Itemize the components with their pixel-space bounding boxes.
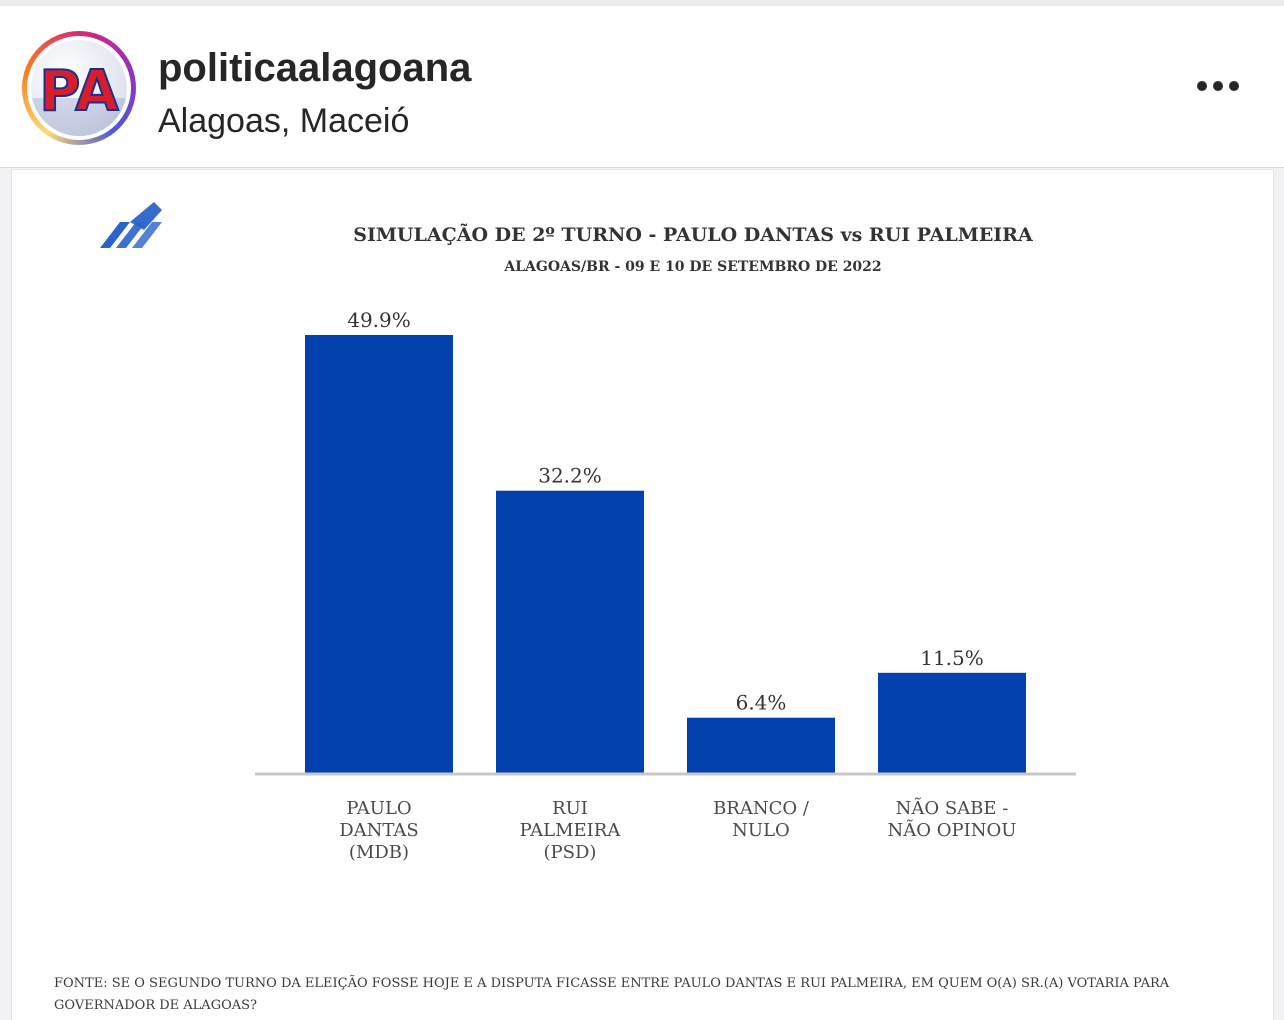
chart-title: SIMULAÇÃO DE 2º TURNO - PAULO DANTAS vs …: [353, 224, 1033, 246]
category-label-2: RUI PALMEIRA (PSD): [480, 798, 660, 864]
more-horizontal-icon: [1197, 81, 1239, 91]
location-label[interactable]: Alagoas, Maceió: [158, 102, 410, 140]
category-label-line: (PSD): [543, 842, 597, 863]
category-label-line: RUI: [552, 798, 588, 819]
avatar-monogram: PA: [39, 59, 119, 124]
top-border: [0, 0, 1284, 6]
bar-2: [496, 490, 644, 774]
category-label-line: PAULO: [346, 798, 412, 819]
bar-value-label-3: 6.4%: [736, 691, 787, 715]
bar-1: [305, 335, 453, 774]
bar-value-label-2: 32.2%: [538, 464, 602, 488]
post-image: 49.9% 32.2% 6.4% 11.5% SIMULAÇÃO DE 2º TURN…: [12, 170, 1273, 1020]
bar-chart: 49.9% 32.2% 6.4% 11.5%: [100, 202, 1076, 776]
chart-source-note: FONTE: SE O SEGUNDO TURNO DA ELEIÇÃO FOS…: [54, 976, 1170, 1013]
category-label-line: BRANCO /: [713, 798, 809, 819]
category-label-line: NÃO OPINOU: [887, 820, 1017, 841]
bar-4: [878, 672, 1026, 774]
category-label-line: NULO: [732, 820, 790, 841]
brand-logo-icon: [100, 202, 162, 248]
bar-3: [687, 717, 835, 774]
post-header: PA politicaalagoana Alagoas, Maceió: [0, 6, 1284, 168]
category-label-line: PALMEIRA: [519, 820, 621, 841]
category-label-line: DANTAS: [339, 820, 419, 841]
pa-logo-icon: PA: [31, 58, 127, 136]
avatar-logo: PA: [31, 40, 127, 136]
category-label-1: PAULO DANTAS (MDB): [289, 798, 469, 864]
chart-subtitle: ALAGOAS/BR - 09 E 10 DE SETEMBRO DE 2022: [504, 259, 882, 275]
username[interactable]: politicaalagoana: [158, 46, 472, 90]
category-label-3: BRANCO / NULO: [671, 798, 851, 842]
category-label-4: NÃO SABE - NÃO OPINOU: [862, 798, 1042, 842]
avatar[interactable]: PA: [22, 31, 136, 145]
category-label-line: (MDB): [348, 842, 410, 863]
bar-value-label-1: 49.9%: [347, 308, 411, 332]
more-options-button[interactable]: [1190, 68, 1246, 104]
category-label-line: NÃO SABE -: [895, 798, 1009, 819]
bar-value-label-4: 11.5%: [920, 646, 984, 670]
